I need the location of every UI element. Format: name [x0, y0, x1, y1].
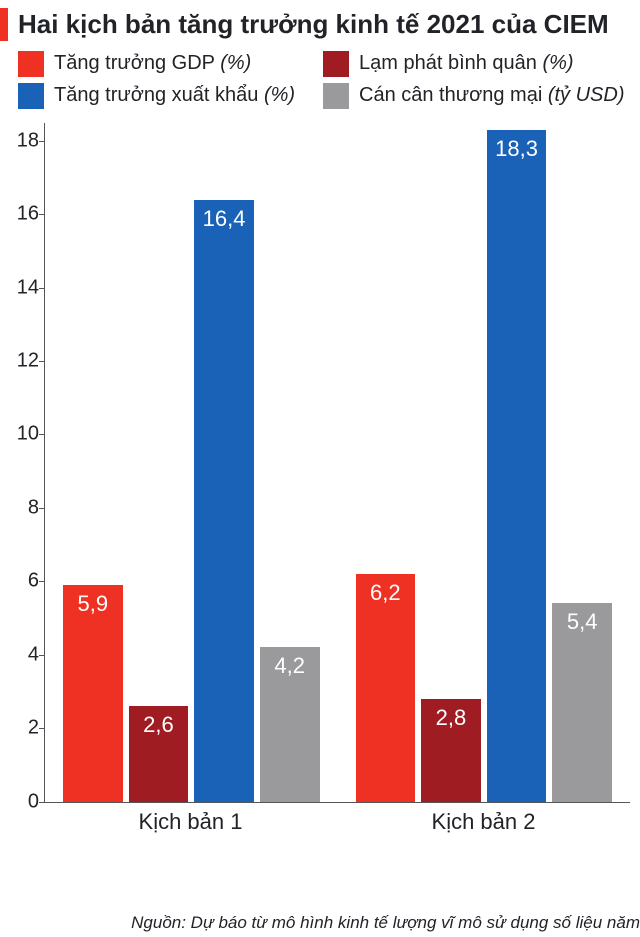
- y-tick-label: 0: [1, 790, 39, 813]
- chart-title-block: Hai kịch bản tăng trưởng kinh tế 2021 củ…: [0, 0, 640, 45]
- y-tick-label: 8: [1, 496, 39, 519]
- y-tick-label: 12: [1, 350, 39, 373]
- bar-export: 16,4: [194, 200, 254, 802]
- legend-unit: (%): [542, 52, 573, 74]
- y-tick: [39, 288, 45, 289]
- legend-text: Tăng trưởng xuất khẩu: [54, 84, 258, 106]
- bar-trade: 5,4: [552, 603, 612, 801]
- y-tick-label: 14: [1, 276, 39, 299]
- bar-cpi: 2,8: [421, 699, 481, 802]
- legend-label: Tăng trưởng xuất khẩu (%): [54, 84, 295, 107]
- bar-gdp: 6,2: [356, 574, 416, 802]
- legend-item-gdp: Tăng trưởng GDP (%): [18, 51, 323, 77]
- legend-text: Tăng trưởng GDP: [54, 52, 215, 74]
- legend-unit: (%): [264, 84, 295, 106]
- bar-groups: 5,9 2,6 16,4 4,2 6,2 2,8 18,3 5,4: [45, 123, 630, 802]
- x-axis-label: Kịch bản 1: [44, 809, 337, 835]
- bar-gdp: 5,9: [63, 585, 123, 802]
- legend-item-trade: Cán cân thương mại (tỷ USD): [323, 83, 628, 109]
- title-accent-bar: [0, 8, 8, 41]
- legend-label: Cán cân thương mại (tỷ USD): [359, 84, 625, 107]
- legend-swatch: [18, 51, 44, 77]
- legend-unit: (tỷ USD): [548, 84, 625, 106]
- y-tick: [39, 214, 45, 215]
- bar-cpi: 2,6: [129, 706, 189, 801]
- bar-trade: 4,2: [260, 647, 320, 801]
- y-tick: [39, 141, 45, 142]
- bar-export: 18,3: [487, 130, 547, 802]
- legend-text: Lạm phát bình quân: [359, 52, 537, 74]
- bar-group: 6,2 2,8 18,3 5,4: [338, 123, 631, 802]
- bar-value-label: 18,3: [487, 136, 547, 162]
- x-axis-label: Kịch bản 2: [337, 809, 630, 835]
- bar-value-label: 6,2: [356, 580, 416, 606]
- legend-label: Lạm phát bình quân (%): [359, 52, 574, 75]
- bar-group: 5,9 2,6 16,4 4,2: [45, 123, 338, 802]
- y-tick: [39, 802, 45, 803]
- legend-unit: (%): [220, 52, 251, 74]
- legend-swatch: [323, 83, 349, 109]
- y-tick: [39, 655, 45, 656]
- y-tick: [39, 361, 45, 362]
- bar-value-label: 2,6: [129, 712, 189, 738]
- bar-value-label: 16,4: [194, 206, 254, 232]
- chart-area: 5,9 2,6 16,4 4,2 6,2 2,8 18,3 5,4 0 2 4 6 8 10 12 14 16…: [0, 123, 634, 843]
- legend-text: Cán cân thương mại: [359, 84, 542, 106]
- bar-value-label: 5,4: [552, 609, 612, 635]
- y-tick: [39, 581, 45, 582]
- legend-item-export: Tăng trưởng xuất khẩu (%): [18, 83, 323, 109]
- y-tick-label: 2: [1, 717, 39, 740]
- legend-label: Tăng trưởng GDP (%): [54, 52, 251, 75]
- legend-swatch: [323, 51, 349, 77]
- bar-value-label: 4,2: [260, 653, 320, 679]
- chart-title: Hai kịch bản tăng trưởng kinh tế 2021 củ…: [18, 8, 609, 41]
- bar-value-label: 2,8: [421, 705, 481, 731]
- y-tick-label: 10: [1, 423, 39, 446]
- legend: Tăng trưởng GDP (%) Lạm phát bình quân (…: [0, 45, 640, 123]
- y-tick-label: 4: [1, 643, 39, 666]
- plot-region: 5,92,616,44,26,22,818,35,4 0246810121416…: [44, 123, 630, 803]
- legend-swatch: [18, 83, 44, 109]
- y-tick: [39, 434, 45, 435]
- y-tick-label: 6: [1, 570, 39, 593]
- source-note: Nguồn: Dự báo từ mô hình kinh tế lượng v…: [60, 913, 640, 933]
- y-tick: [39, 728, 45, 729]
- y-tick: [39, 508, 45, 509]
- legend-item-cpi: Lạm phát bình quân (%): [323, 51, 628, 77]
- x-axis-labels: Kịch bản 1Kịch bản 2: [44, 809, 630, 835]
- y-tick-label: 16: [1, 203, 39, 226]
- bar-value-label: 5,9: [63, 591, 123, 617]
- y-tick-label: 18: [1, 129, 39, 152]
